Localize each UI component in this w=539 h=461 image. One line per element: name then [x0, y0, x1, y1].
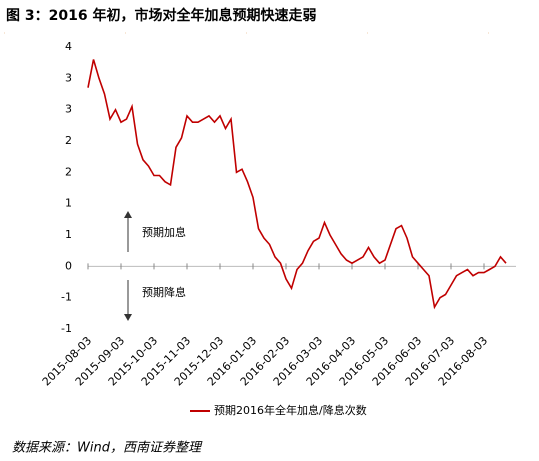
- y-tick-label: 0: [65, 259, 72, 272]
- y-tick-label: 1: [65, 197, 72, 210]
- y-tick-label: 3: [65, 71, 72, 84]
- y-tick-label: 1: [65, 228, 72, 241]
- source: 数据来源：Wind，西南证券整理: [12, 441, 203, 456]
- data-line: [87, 59, 507, 310]
- y-tick-label: 2: [65, 165, 72, 178]
- y-tick-label: 2: [65, 134, 72, 147]
- arrow-head: [124, 211, 132, 218]
- y-tick-label: 4: [65, 40, 72, 53]
- chart-title: 图 3：2016 年初，市场对全年加息预期快速走弱: [6, 7, 316, 24]
- y-tick-label: 3: [65, 103, 72, 116]
- y-tick-label: -1: [61, 291, 72, 304]
- y-tick-label: -1: [61, 322, 72, 335]
- legend-label: 预期2016年全年加息/降息次数: [214, 403, 367, 417]
- annotation: 预期降息: [142, 285, 186, 299]
- annotation: 预期加息: [142, 225, 186, 239]
- arrow-head: [124, 314, 132, 321]
